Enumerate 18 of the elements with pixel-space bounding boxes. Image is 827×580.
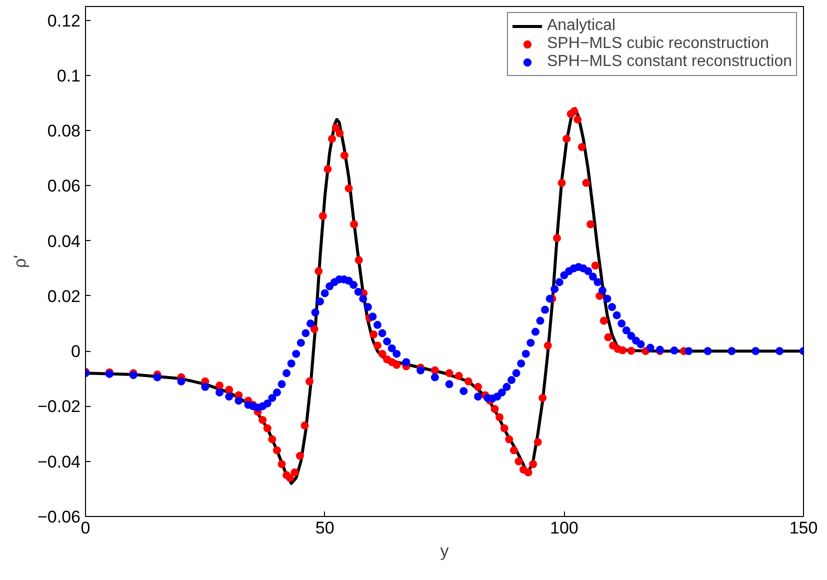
y-tick-label: 0.02 <box>47 286 81 306</box>
y-tick-label: 0.08 <box>47 122 81 141</box>
y-tick-label: 0.12 <box>47 11 81 30</box>
y-tick-label: 0.1 <box>56 66 81 86</box>
x-axis-title: y <box>440 542 450 560</box>
x-tick-label: 100 <box>550 518 578 538</box>
y-tick-label: 0 <box>71 342 81 362</box>
y-tick-label: −0.04 <box>37 452 80 472</box>
legend-label: SPH−MLS cubic reconstruction <box>546 35 769 53</box>
x-tick-label: 50 <box>315 518 334 538</box>
y-tick-label: 0.06 <box>47 176 81 196</box>
y-tick-label: 0.04 <box>47 232 81 251</box>
y-tick-label: −0.02 <box>37 397 80 416</box>
legend-label: SPH−MLS constant reconstruction <box>546 53 792 71</box>
x-tick-label: 150 <box>789 518 818 538</box>
y-axis-title: ρ' <box>10 255 30 268</box>
legend-label: Analytical <box>546 17 616 35</box>
y-tick-label: −0.06 <box>37 508 80 526</box>
